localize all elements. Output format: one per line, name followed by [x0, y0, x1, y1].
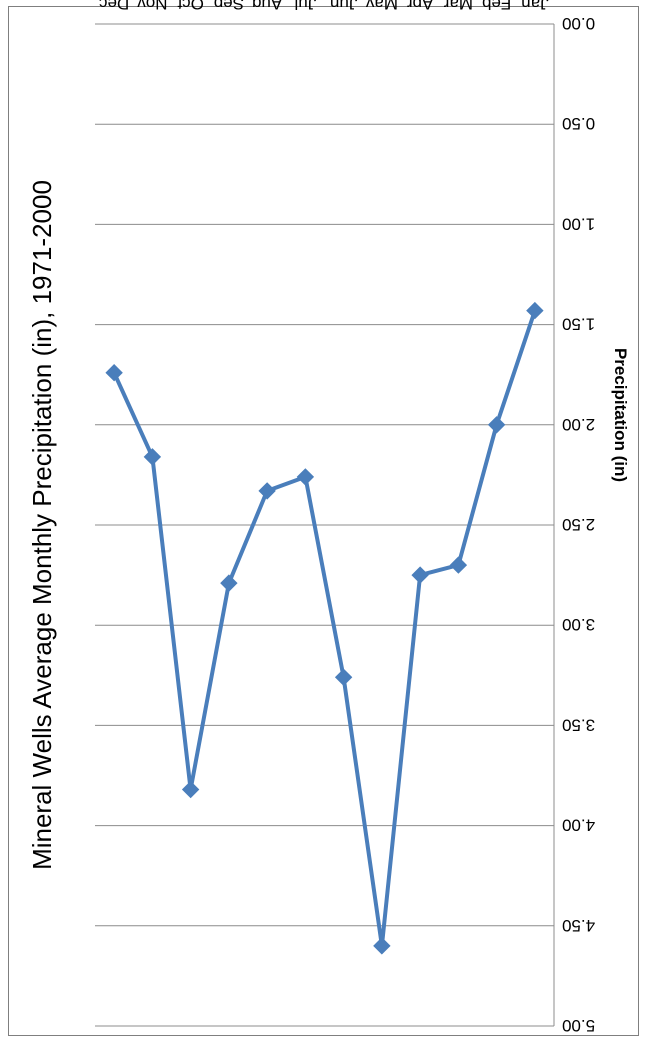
y-tick-label: 2.50 [562, 515, 595, 534]
x-tick-label: Sep [214, 0, 244, 13]
x-tick-label: May [365, 0, 398, 13]
series-line [112, 309, 537, 948]
data-point-marker [105, 363, 123, 382]
y-tick-labels: 5.00 4.50 4.00 3.50 3.00 2.50 2.00 1.50 1.00 0.50… [562, 14, 595, 1035]
x-tick-label: Jun [330, 0, 357, 13]
data-point-marker [258, 482, 276, 500]
x-tick-label: Jul [295, 0, 317, 13]
axes [95, 23, 555, 1026]
y-axis-title: Precipitation (in) [611, 348, 630, 482]
y-tick-label: 1.50 [562, 315, 595, 334]
data-point-marker [220, 574, 238, 592]
data-point-marker [373, 937, 391, 955]
data-point-marker [526, 301, 544, 320]
chart-title: Mineral Wells Average Monthly Precipitat… [27, 180, 57, 870]
y-tick-label: 0.50 [562, 114, 595, 133]
y-tick-label: 3.50 [562, 715, 595, 734]
gridlines [95, 123, 554, 1027]
data-point-marker [449, 556, 468, 574]
x-tick-label: Dec [99, 0, 130, 13]
x-tick-label: Feb [482, 0, 511, 13]
data-point-marker [143, 448, 162, 466]
y-tick-label: 4.00 [562, 816, 595, 835]
y-tick-label: 3.00 [562, 615, 595, 634]
data-point-marker [181, 780, 200, 799]
rotated-chart-group: 5.00 4.50 4.00 3.50 3.00 2.50 2.00 1.50 1.00 0.50… [27, 0, 630, 1035]
x-tick-label: Aug [252, 0, 282, 13]
x-tick-label: Nov [137, 0, 168, 13]
y-tick-label: 4.50 [562, 916, 595, 935]
x-tick-label: Apr [407, 0, 434, 13]
x-tick-label: Mar [443, 0, 473, 13]
y-tick-label: 1.00 [562, 214, 595, 233]
data-point-marker [296, 468, 315, 486]
data-point-marker [411, 566, 429, 584]
x-tick-label: Oct [177, 0, 204, 13]
x-tick-label: Jan [521, 0, 548, 13]
y-tick-label: 5.00 [562, 1016, 595, 1035]
y-tick-label: 0.00 [562, 14, 595, 33]
data-point-marker [334, 668, 353, 687]
chart-frame [8, 6, 639, 1036]
x-tick-labels: Jan Feb Mar Apr May Jun Jul Aug Sep Oct Nov Dec [99, 0, 549, 13]
data-point-marker [487, 416, 506, 434]
series-precipitation [105, 301, 544, 955]
y-tick-label: 2.00 [562, 415, 595, 434]
